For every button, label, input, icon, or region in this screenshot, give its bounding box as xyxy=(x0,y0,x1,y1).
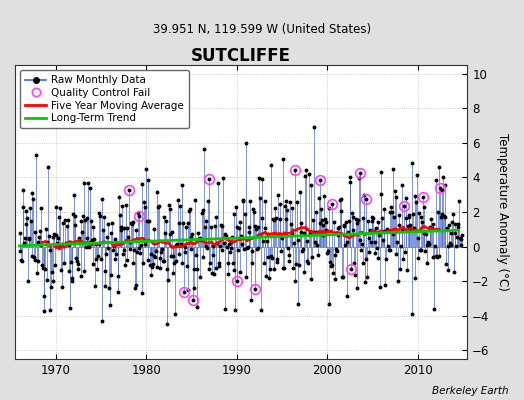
Y-axis label: Temperature Anomaly (°C): Temperature Anomaly (°C) xyxy=(496,133,509,291)
Text: Berkeley Earth: Berkeley Earth xyxy=(432,386,508,396)
Title: SUTCLIFFE: SUTCLIFFE xyxy=(191,47,291,65)
Text: 39.951 N, 119.599 W (United States): 39.951 N, 119.599 W (United States) xyxy=(153,24,371,36)
Legend: Raw Monthly Data, Quality Control Fail, Five Year Moving Average, Long-Term Tren: Raw Monthly Data, Quality Control Fail, … xyxy=(20,70,189,128)
